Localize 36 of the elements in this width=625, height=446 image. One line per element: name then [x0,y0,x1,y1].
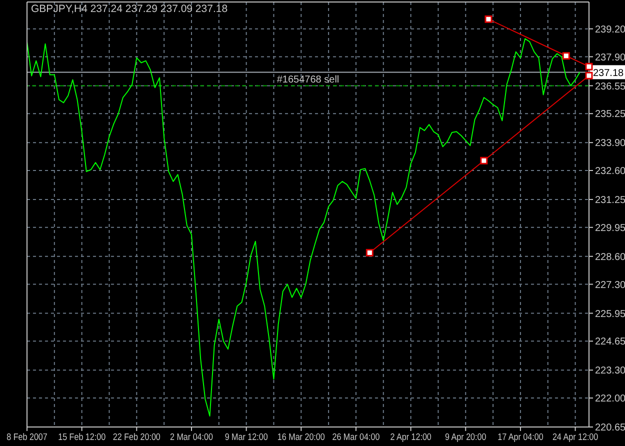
y-tick-label: 224.65 [595,336,625,348]
point [366,248,374,256]
y-tick-label: 223.30 [595,366,625,377]
y-tick-label: 225.95 [595,308,625,320]
y-tick-label: 229.95 [595,222,625,234]
x-tick-label: 2 Apr 12:00 [390,431,432,442]
x-tick-label: 15 Feb 12:00 [58,431,106,442]
y-tick-label: 222.00 [595,394,625,405]
y-tick-label: 220.65 [595,422,625,434]
x-tick-label: 22 Feb 20:00 [112,431,160,442]
y-tick-label: 233.90 [595,138,625,150]
x-tick-label: 26 Mar 04:00 [332,431,380,442]
x-tick-label: 9 Apr 20:00 [445,431,486,442]
y-tick-label: 235.25 [595,109,625,120]
x-tick-label: 24 Apr 12:00 [552,431,598,442]
y-tick-label: 228.60 [595,252,625,263]
line-series [26,38,580,417]
ref-line-label: 237.18 [593,68,624,80]
y-tick-label: 239.20 [595,24,625,36]
point [585,72,593,80]
x-tick-label: 8 Feb 2007 [6,431,48,442]
x-tick-label: 9 Mar 12:00 [224,431,268,442]
x-tick-label: 17 Apr 04:00 [498,431,544,442]
ref-line-label: #1654768 sell [276,74,340,86]
y-tick-label: 232.60 [595,166,625,178]
point [562,52,570,60]
y-tick-label: 231.25 [595,195,625,206]
point [480,156,488,164]
x-tick-label: 2 Mar 04:00 [170,431,214,442]
point [585,62,593,70]
chart-title: GBPJPY,H4 237.24 237.29 237.09 237.18 [31,3,228,15]
point [484,15,492,23]
y-tick-label: 236.55 [595,81,625,92]
y-tick-label: 237.90 [595,52,625,64]
x-tick-label: 16 Mar 20:00 [277,431,325,442]
y-tick-label: 227.30 [595,280,625,291]
